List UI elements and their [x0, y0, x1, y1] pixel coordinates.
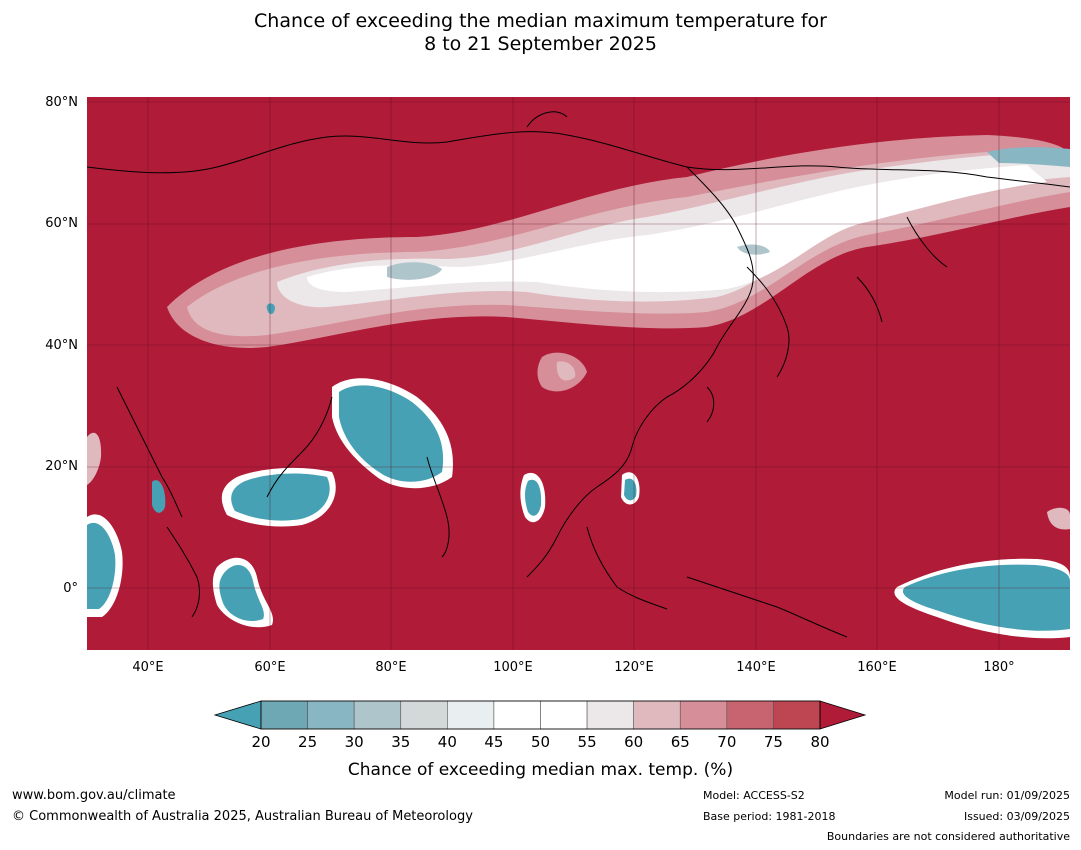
colorbar-swatch: [307, 700, 355, 730]
inner-asia-patch: [537, 352, 587, 392]
colorbar-tick-label: 80: [810, 733, 830, 751]
graticule: [87, 97, 1070, 650]
colorbar-tick-label: 45: [484, 733, 504, 751]
colorbar-tick-label: 60: [624, 733, 644, 751]
lon-label-80e: 80°E: [375, 660, 407, 675]
colorbar-tick-label: 65: [670, 733, 690, 751]
map-title-line-2: 8 to 21 September 2025: [424, 33, 657, 55]
colorbar-tick-label: 40: [437, 733, 457, 751]
colorbar-swatch: [633, 700, 681, 730]
lon-label-100e: 100°E: [493, 660, 533, 675]
lat-label-80n: 80°N: [45, 95, 78, 110]
colorbar-tick-label: 70: [717, 733, 737, 751]
lon-label-160e: 160°E: [857, 660, 897, 675]
lat-label-40n: 40°N: [45, 338, 78, 353]
lat-label-60n: 60°N: [45, 216, 78, 231]
footer-issued: Issued: 03/09/2025: [963, 810, 1070, 823]
colorbar-swatch: [540, 700, 588, 730]
colorbar-tick-label: 55: [577, 733, 597, 751]
colorbar-tick-label: 25: [298, 733, 318, 751]
colorbar: [210, 698, 870, 734]
colorbar-title: Chance of exceeding median max. temp. (%…: [347, 760, 734, 780]
lon-label-40e: 40°E: [132, 660, 164, 675]
colorbar-swatch: [493, 700, 541, 730]
lon-label-120e: 120°E: [614, 660, 654, 675]
colorbar-swatch: [679, 700, 728, 730]
colorbar-swatch: [447, 700, 495, 730]
footer-boundaries-note: Boundaries are not considered authoritat…: [826, 830, 1070, 843]
forecast-map: [87, 97, 1070, 650]
footer-model: Model: ACCESS-S2: [703, 789, 805, 802]
colorbar-tick-label: 20: [251, 733, 271, 751]
coastlines: [87, 111, 1070, 638]
colorbar-swatch: [773, 700, 821, 730]
lat-label-0: 0°: [63, 581, 78, 596]
colorbar-swatch: [726, 700, 774, 730]
footer-url: www.bom.gov.au/climate: [12, 788, 176, 803]
pacific-cool-region: [894, 507, 1070, 639]
colorbar-swatch: [586, 700, 634, 730]
lon-label-180: 180°: [983, 660, 1015, 675]
lon-label-60e: 60°E: [254, 660, 286, 675]
map-title-line-1: Chance of exceeding the median maximum t…: [254, 10, 827, 32]
footer-copyright: © Commonwealth of Australia 2025, Austra…: [12, 809, 473, 824]
footer-model-run: Model run: 01/09/2025: [944, 789, 1070, 802]
northern-band: [167, 135, 1070, 348]
colorbar-swatch: [400, 700, 448, 730]
lon-label-140e: 140°E: [736, 660, 776, 675]
colorbar-swatch: [260, 700, 308, 730]
footer-base-period: Base period: 1981-2018: [703, 810, 836, 823]
colorbar-tick-label: 75: [763, 733, 783, 751]
colorbar-tick-label: 35: [391, 733, 411, 751]
colorbar-extend-high: [819, 700, 867, 730]
colorbar-tick-label: 30: [344, 733, 364, 751]
colorbar-swatch: [353, 700, 402, 730]
colorbar-tick-label: 50: [530, 733, 551, 751]
lat-label-20n: 20°N: [45, 459, 78, 474]
colorbar-extend-low: [213, 700, 262, 730]
